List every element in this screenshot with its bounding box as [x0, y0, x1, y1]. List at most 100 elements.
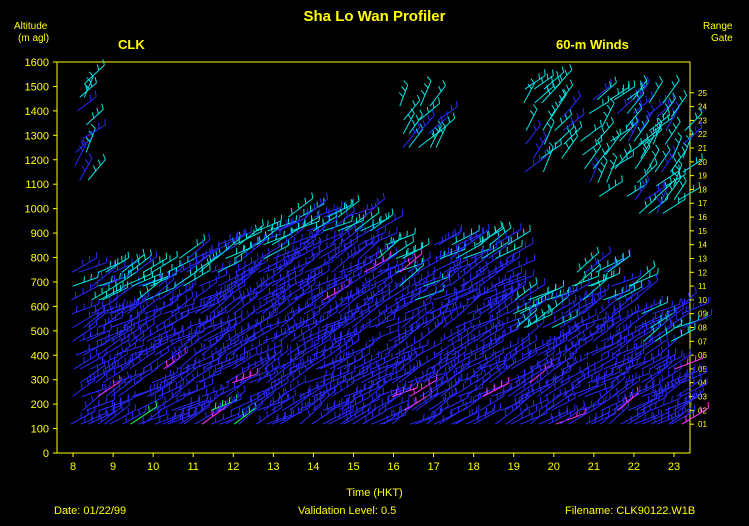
wind-barb [224, 226, 252, 246]
wind-barb [579, 283, 610, 301]
wind-barb [676, 363, 701, 384]
wind-barb [538, 389, 562, 411]
wind-barb [681, 402, 709, 425]
wind-barb [110, 297, 139, 315]
wind-barb [534, 351, 561, 370]
wind-barb [658, 329, 683, 356]
wind-barb [638, 192, 657, 214]
wind-barb [137, 334, 163, 356]
wind-barb [661, 145, 676, 173]
wind-barb [383, 400, 410, 425]
wind-barb [372, 349, 401, 370]
wind-barb [400, 345, 424, 370]
wind-barb [576, 311, 607, 328]
wind-barb [138, 408, 168, 425]
wind-barb [490, 252, 515, 273]
wind-barb [648, 356, 673, 384]
wind-barb [179, 233, 206, 259]
wind-barb [217, 228, 247, 246]
wind-barb [330, 376, 355, 397]
wind-barb [352, 280, 376, 301]
y-tick-label: 500 [31, 326, 49, 338]
wind-barb [84, 59, 105, 84]
wind-barb [85, 123, 96, 153]
wind-barb [415, 271, 442, 287]
wind-barb [96, 298, 125, 315]
wind-barb [429, 80, 446, 107]
wind-barb [311, 402, 336, 425]
wind-barb [378, 262, 404, 287]
wind-barb [374, 335, 404, 356]
wind-barb [521, 315, 545, 342]
wind-barb [591, 366, 621, 384]
wind-barb [312, 339, 342, 356]
wind-barb [474, 317, 499, 342]
wind-barb [91, 279, 117, 301]
wind-barb [240, 335, 268, 356]
wind-barb [295, 238, 322, 259]
wind-barb [669, 146, 686, 173]
wind-barb [232, 347, 258, 370]
wind-barb [318, 239, 343, 259]
wind-barb [211, 394, 238, 411]
wind-barb [522, 394, 548, 411]
wind-barb [135, 250, 158, 273]
wind-barb [478, 334, 504, 356]
wind-barb [386, 279, 410, 301]
wind-barb [602, 371, 626, 397]
wind-barb [230, 319, 257, 342]
wind-barb [650, 392, 681, 411]
wind-barb [233, 401, 257, 425]
wind-barb [240, 277, 265, 301]
wind-barb [300, 348, 324, 370]
wind-barb [234, 253, 259, 273]
wind-barb [682, 127, 694, 159]
wind-barb [676, 311, 709, 328]
wind-barb [611, 332, 634, 356]
wind-barb [110, 374, 132, 397]
wind-barb [667, 348, 691, 370]
wind-barb [438, 100, 458, 121]
wind-barb [563, 351, 588, 370]
wind-barb [417, 109, 435, 135]
wind-barb [634, 274, 659, 301]
wind-barb [682, 153, 703, 173]
wind-barb [104, 399, 131, 425]
wind-barb [130, 317, 155, 342]
wind-barb [83, 71, 94, 98]
y-tick-label: 300 [31, 375, 49, 387]
x-tick-label: 13 [267, 461, 279, 473]
wind-barb [442, 304, 465, 328]
wind-barb [312, 210, 337, 232]
gate-label: 19 [698, 172, 707, 181]
wind-barb [408, 109, 423, 134]
wind-barb [259, 343, 283, 370]
gate-label: 24 [698, 103, 707, 112]
wind-barb [419, 376, 444, 397]
wind-barb [543, 116, 555, 145]
wind-barb [225, 241, 252, 259]
wind-barb [455, 310, 481, 328]
wind-barb [327, 291, 349, 315]
gate-label: 09 [698, 310, 707, 319]
wind-barb [296, 289, 323, 315]
wind-barb [267, 215, 298, 232]
wind-barb [483, 281, 513, 301]
wind-barb [202, 346, 227, 370]
wind-barb [367, 275, 393, 301]
wind-barb [299, 398, 323, 425]
wind-barb [523, 308, 553, 328]
x-tick-label: 8 [70, 461, 76, 473]
wind-barb [361, 404, 387, 425]
gate-label: 14 [698, 241, 707, 250]
wind-barb [392, 359, 419, 384]
wind-barb [334, 267, 362, 287]
x-axis-title: Time (HKT) [346, 487, 403, 499]
wind-barb [553, 320, 577, 342]
wind-barb [624, 367, 651, 384]
wind-barb [199, 268, 228, 287]
gate-label: 10 [698, 296, 707, 305]
wind-barb [409, 373, 438, 397]
wind-barb [178, 342, 203, 370]
y-tick-label: 200 [31, 399, 49, 411]
